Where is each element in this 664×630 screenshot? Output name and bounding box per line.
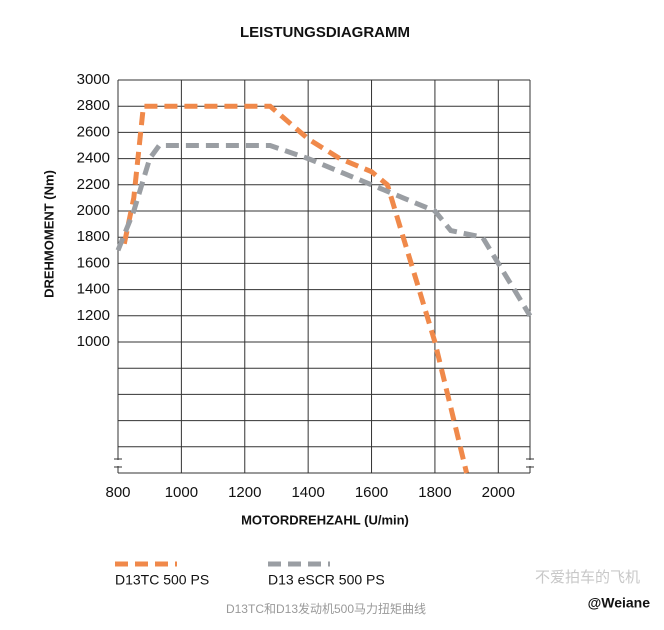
- y-tick-label: 1400: [77, 281, 110, 298]
- y-tick-label: 2600: [77, 123, 110, 140]
- watermark-handle: @Weiane: [588, 595, 651, 611]
- x-tick-label: 1400: [291, 484, 324, 501]
- series-line: [115, 143, 533, 318]
- y-tick-label: 2000: [77, 202, 110, 219]
- x-tick-label: 1000: [165, 484, 198, 501]
- axis-break-gap: [113, 460, 123, 466]
- x-tick-label: 2000: [482, 484, 515, 501]
- y-tick-label: 1800: [77, 228, 110, 245]
- y-tick-label: 1200: [77, 307, 110, 324]
- caption: D13TC和D13发动机500马力扭矩曲线: [226, 601, 426, 616]
- x-tick-label: 1200: [228, 484, 261, 501]
- y-tick-label: 1600: [77, 254, 110, 271]
- y-tick-label: 2200: [77, 176, 110, 193]
- y-tick-label: 3000: [77, 71, 110, 88]
- series-line: [121, 103, 470, 474]
- legend-label: D13 eSCR 500 PS: [268, 572, 385, 588]
- x-tick-label: 1600: [355, 484, 388, 501]
- axis-break: [114, 458, 122, 468]
- chart-title: LEISTUNGSDIAGRAMM: [240, 24, 410, 41]
- watermark: 不爱拍车的飞机: [535, 569, 640, 586]
- y-axis-title: DREHMOMENT (Nm): [41, 170, 56, 298]
- axis-break: [526, 458, 534, 468]
- x-tick-label: 1800: [418, 484, 451, 501]
- axis-break-gap: [525, 460, 535, 466]
- y-tick-label: 1000: [77, 333, 110, 350]
- y-tick-label: 2800: [77, 97, 110, 114]
- legend-label: D13TC 500 PS: [115, 572, 209, 588]
- y-tick-label: 2400: [77, 150, 110, 167]
- x-tick-label: 800: [105, 484, 130, 501]
- x-axis-title: MOTORDREHZAHL (U/min): [241, 512, 409, 527]
